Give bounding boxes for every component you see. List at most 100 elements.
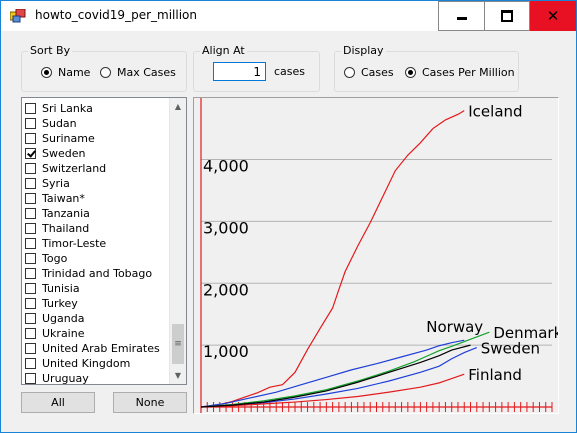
display-cases-radio[interactable]: Cases [344,66,394,79]
radio-circle [41,67,52,78]
checkbox[interactable] [25,283,36,294]
display-cases-label: Cases [361,66,394,79]
list-item[interactable]: Turkey [25,296,78,311]
country-name: Uganda [42,312,85,325]
list-item[interactable]: Thailand [25,221,89,236]
close-button[interactable]: ✕ [530,1,576,31]
series-line [200,331,490,408]
align-at-label: Align At [200,44,247,57]
checkbox[interactable] [25,328,36,339]
series-label: Denmark [493,324,558,342]
checkbox[interactable] [25,178,36,189]
minimize-icon [456,16,467,20]
app-icon [10,9,26,23]
scroll-thumb[interactable]: ≡ [172,324,184,364]
list-item[interactable]: Taiwan* [25,191,85,206]
list-item[interactable]: Timor-Leste [25,236,106,251]
title-bar[interactable]: howto_covid19_per_million ✕ [1,1,576,31]
list-item[interactable]: Ukraine [25,326,84,341]
chart-panel: 1,000 2,000 3,000 4,000 Iceland Norway Denmark… [193,97,559,414]
sort-by-label: Sort By [28,44,73,57]
display-group: Display Cases Cases Per Million [334,44,519,92]
scroll-up-arrow-icon[interactable]: ▲ [174,102,182,111]
list-item[interactable]: Suriname [25,131,95,146]
list-item[interactable]: Syria [25,176,70,191]
series-label: Sweden [481,340,540,358]
checkbox[interactable] [25,238,36,249]
checkbox[interactable] [25,253,36,264]
checkbox[interactable] [25,103,36,114]
checkbox[interactable] [25,163,36,174]
list-scrollbar[interactable]: ▲ ≡ ▼ [169,98,186,384]
list-item[interactable]: Sweden [25,146,85,161]
country-name: Sudan [42,117,77,130]
checkbox[interactable] [25,118,36,129]
country-name: Timor-Leste [42,237,107,250]
none-button[interactable]: None [113,392,187,413]
checkbox[interactable] [25,223,36,234]
list-item[interactable]: Switzerland [25,161,106,176]
close-icon: ✕ [546,7,560,25]
y-tick-label: 1,000 [203,342,249,361]
y-tick-label: 4,000 [203,157,249,176]
display-cases-per-million-label: Cases Per Million [422,66,515,79]
country-name: Uruguay [42,372,89,385]
series-line [200,373,465,408]
sort-by-max-cases-radio[interactable]: Max Cases [100,66,176,79]
radio-circle [405,67,416,78]
checkbox[interactable] [25,343,36,354]
checkbox[interactable] [25,373,36,384]
all-button[interactable]: All [21,392,95,413]
list-item[interactable]: Sudan [25,116,77,131]
country-name: Trinidad and Tobago [42,267,153,280]
list-item[interactable]: Uganda [25,311,84,326]
country-name: Switzerland [42,162,107,175]
series-label: Norway [426,318,483,336]
align-at-unit-label: cases [274,65,306,78]
minimize-button[interactable] [438,1,484,31]
y-tick-label: 3,000 [203,218,249,237]
list-item[interactable]: Togo [25,251,67,266]
maximize-button[interactable] [484,1,530,31]
cases-chart: 1,000 2,000 3,000 4,000 Iceland Norway Denmark… [200,98,558,413]
series-line [200,339,465,408]
country-name: Suriname [42,132,95,145]
radio-circle [344,67,355,78]
radio-circle [100,67,111,78]
checkbox[interactable] [25,268,36,279]
country-name: Tunisia [42,282,80,295]
checkbox[interactable] [25,148,36,159]
country-name: Turkey [42,297,78,310]
list-item[interactable]: United Kingdom [25,356,130,371]
window-title: howto_covid19_per_million [35,8,197,22]
series-line [200,344,471,408]
checkbox[interactable] [25,208,36,219]
display-cases-per-million-radio[interactable]: Cases Per Million [405,66,515,79]
country-listbox[interactable]: Sri Lanka Sudan Suriname Sweden Switzerland S… [21,97,187,385]
list-item[interactable]: United Arab Emirates [25,341,160,356]
maximize-icon [501,10,513,22]
country-name: Tanzania [42,207,90,220]
checkbox[interactable] [25,133,36,144]
checkbox[interactable] [25,358,36,369]
list-item[interactable]: Uruguay [25,371,89,385]
list-item[interactable]: Tanzania [25,206,90,221]
align-at-group: Align At [193,44,320,92]
scroll-down-arrow-icon[interactable]: ▼ [174,371,182,380]
sort-by-name-radio[interactable]: Name [41,66,90,79]
country-name: Togo [42,252,68,265]
checkbox[interactable] [25,298,36,309]
display-label: Display [341,44,386,57]
country-name: United Arab Emirates [42,342,160,355]
country-name: Taiwan* [42,192,85,205]
list-item[interactable]: Trinidad and Tobago [25,266,152,281]
align-at-input[interactable]: 1 [213,62,266,81]
checkbox[interactable] [25,193,36,204]
checkbox[interactable] [25,313,36,324]
country-name: Sweden [42,147,86,160]
list-item[interactable]: Tunisia [25,281,80,296]
sort-by-name-label: Name [58,66,91,79]
list-item[interactable]: Sri Lanka [25,101,93,116]
country-name: Syria [42,177,70,190]
y-tick-label: 2,000 [203,280,249,299]
